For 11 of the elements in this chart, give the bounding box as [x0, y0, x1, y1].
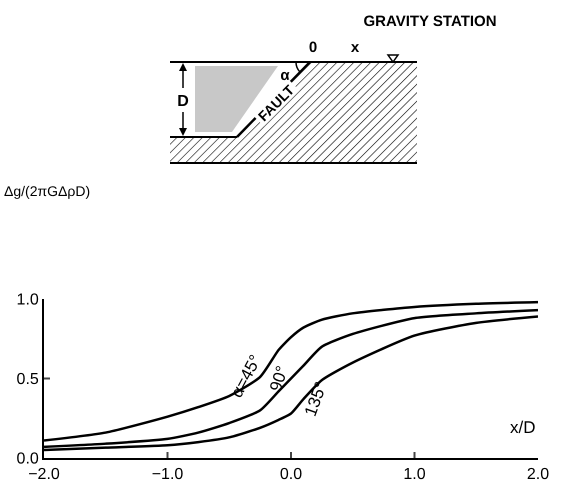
y-tick-label: 1.0: [16, 292, 39, 309]
x-tick-label: 0.0: [280, 466, 302, 484]
x-tick-label: −1.0: [152, 466, 184, 484]
y-tick-label: 0.5: [16, 371, 39, 388]
x-tick-label: 1.0: [403, 466, 426, 484]
x-axis-title: x/D: [510, 418, 536, 437]
y-tick-label: 0.0: [16, 450, 39, 468]
x-tick-label: −2.0: [28, 466, 60, 484]
ylabel-text: Δg/(2πGΔρD): [4, 183, 90, 199]
x-tick-label: 2.0: [526, 466, 550, 484]
text: α=45°: [226, 352, 266, 401]
